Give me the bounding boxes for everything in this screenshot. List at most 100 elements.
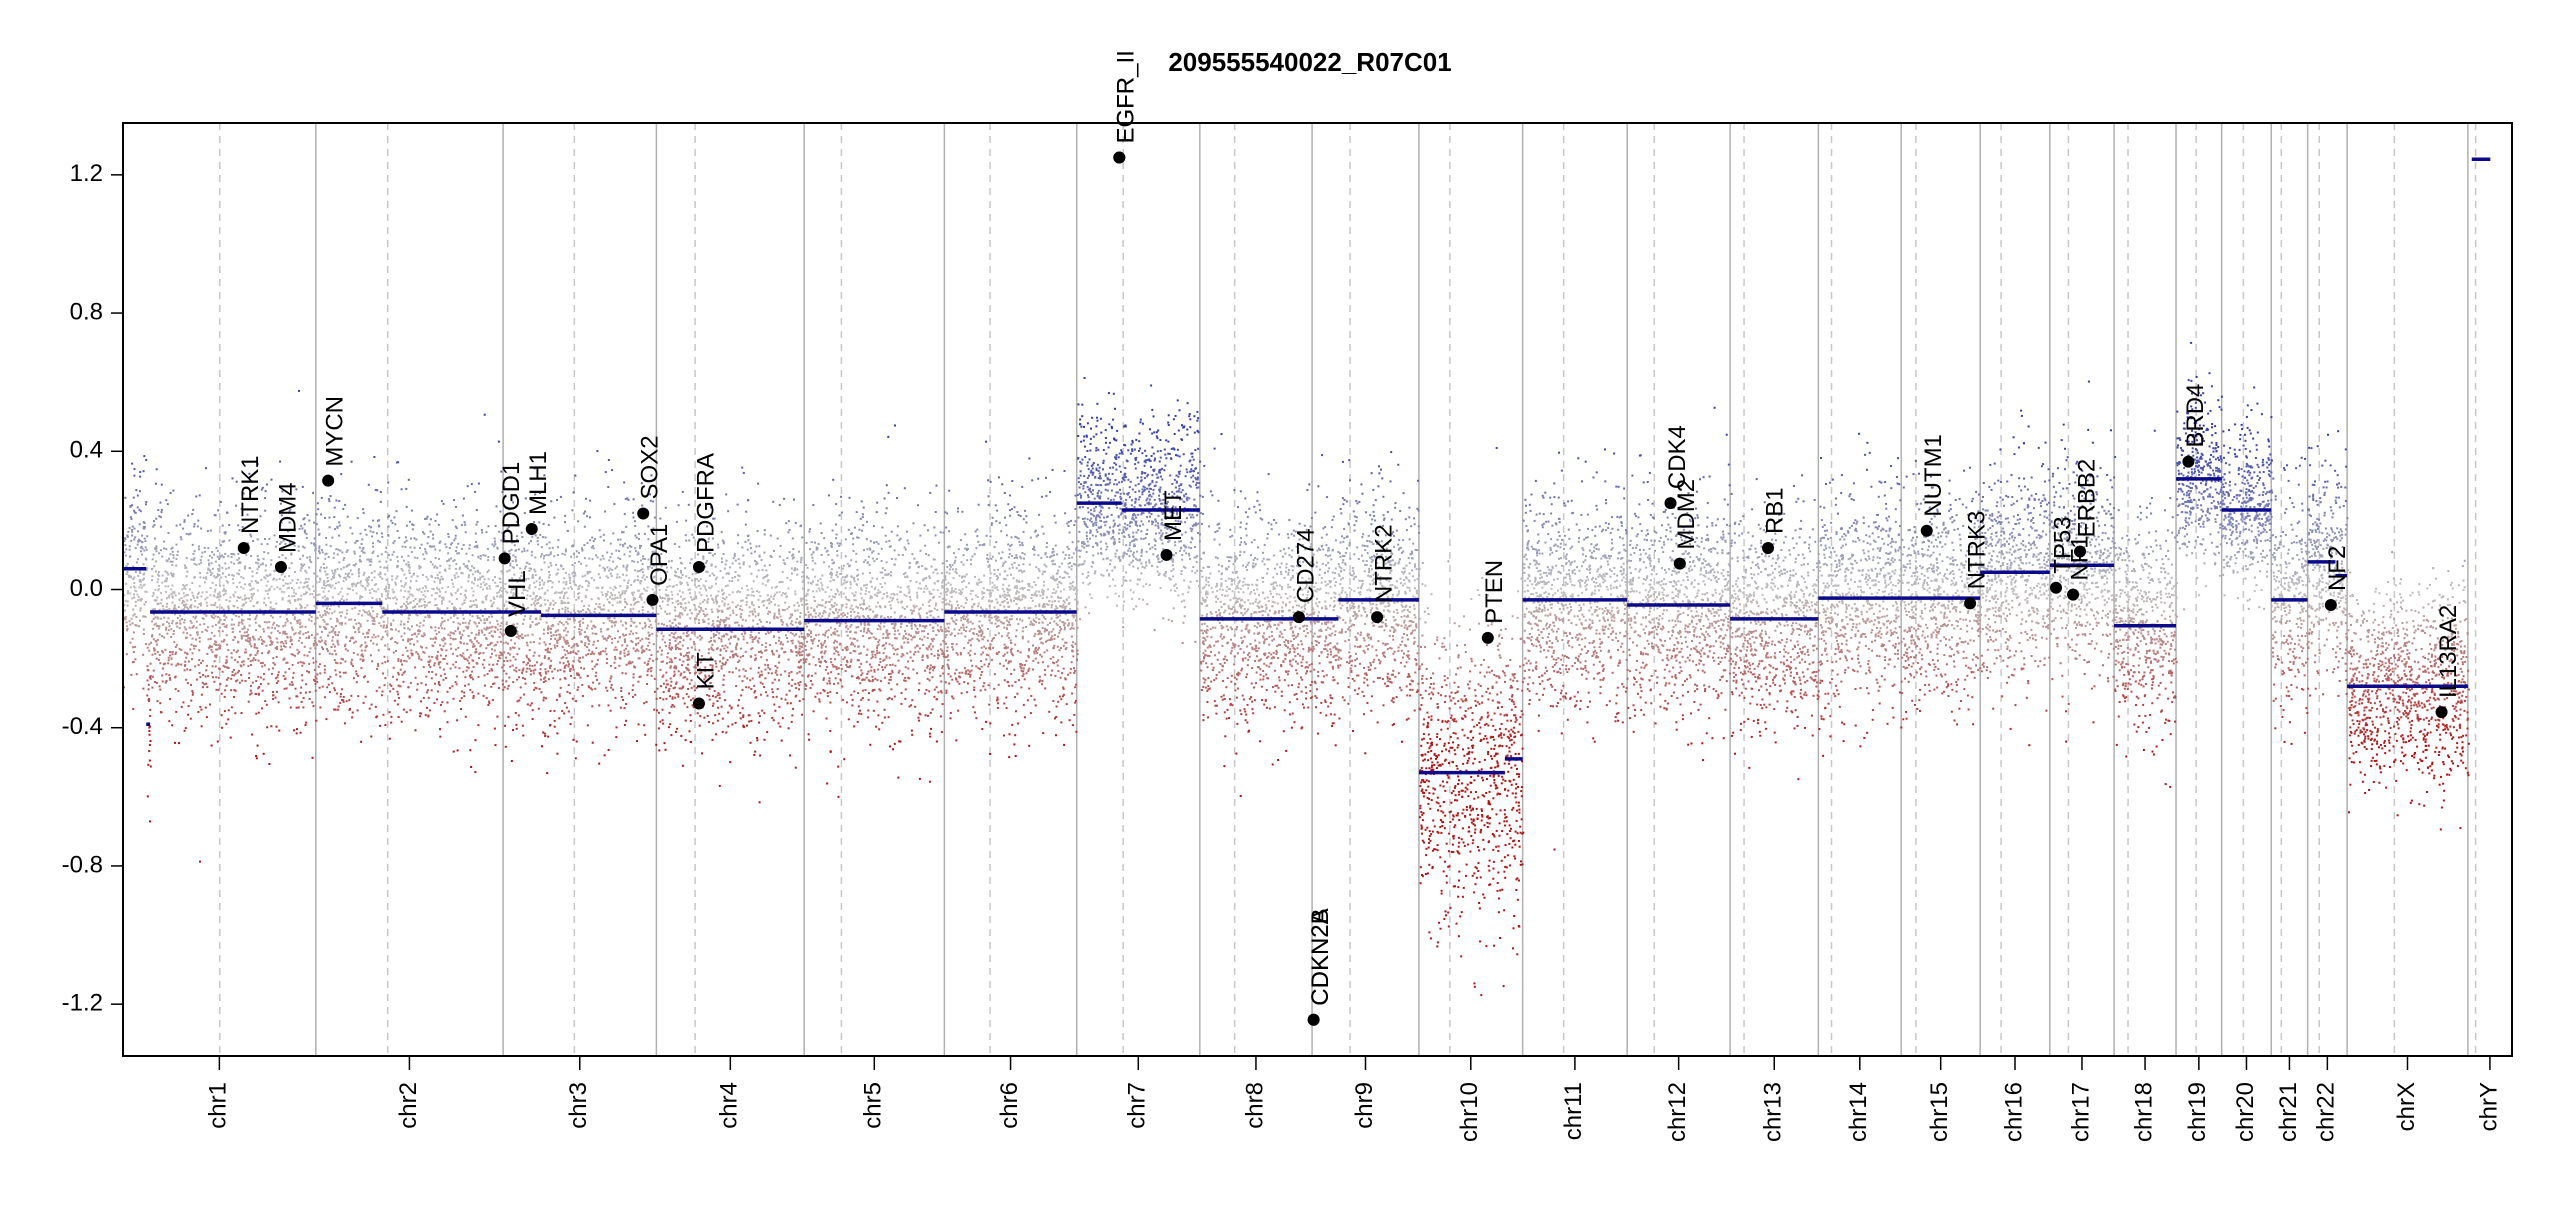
probe-point [562, 646, 564, 648]
probe-point [596, 679, 598, 681]
probe-point [470, 654, 472, 656]
probe-point [334, 611, 336, 613]
probe-point [559, 597, 561, 599]
probe-point [473, 583, 475, 585]
probe-point [338, 549, 340, 551]
probe-point [242, 628, 244, 630]
probe-point [487, 644, 489, 646]
probe-point [343, 566, 345, 568]
probe-point [189, 627, 191, 629]
probe-point [391, 629, 393, 631]
probe-point [401, 488, 403, 490]
probe-point [249, 618, 251, 620]
probe-point [148, 727, 150, 729]
probe-point [460, 638, 462, 640]
probe-point [132, 609, 134, 611]
probe-point [522, 637, 524, 639]
probe-point [248, 701, 250, 703]
probe-point [171, 593, 173, 595]
probe-point [550, 638, 552, 640]
probe-point [318, 546, 320, 548]
probe-point [441, 500, 443, 502]
probe-point [648, 626, 650, 628]
probe-point [801, 604, 803, 606]
probe-point [263, 551, 265, 553]
probe-point [232, 628, 234, 630]
probe-point [326, 718, 328, 720]
probe-point [567, 587, 569, 589]
probe-point [471, 565, 473, 567]
probe-point [291, 643, 293, 645]
probe-point [229, 600, 231, 602]
probe-point [317, 502, 319, 504]
probe-point [427, 536, 429, 538]
probe-point [669, 613, 671, 615]
probe-point [407, 640, 409, 642]
probe-point [159, 633, 161, 635]
probe-point [628, 499, 630, 501]
probe-point [524, 635, 526, 637]
probe-point [463, 630, 465, 632]
probe-point [228, 574, 230, 576]
probe-point [534, 669, 536, 671]
probe-point [623, 482, 625, 484]
probe-point [190, 620, 192, 622]
probe-point [331, 640, 333, 642]
probe-point [258, 566, 260, 568]
probe-point [348, 564, 350, 566]
probe-point [319, 641, 321, 643]
probe-point [168, 596, 170, 598]
probe-point [185, 594, 187, 596]
probe-point [487, 548, 489, 550]
probe-point [517, 700, 519, 702]
probe-point [490, 630, 492, 632]
probe-point [574, 677, 576, 679]
probe-point [450, 643, 452, 645]
probe-point [307, 631, 309, 633]
probe-point [194, 665, 196, 667]
probe-point [409, 614, 411, 616]
probe-point [159, 702, 161, 704]
probe-point [544, 735, 546, 737]
probe-point [684, 676, 686, 678]
probe-point [660, 597, 662, 599]
probe-point [526, 550, 528, 552]
probe-point [183, 632, 185, 634]
probe-point [148, 750, 150, 752]
probe-point [327, 573, 329, 575]
probe-point [202, 660, 204, 662]
probe-point [377, 555, 379, 557]
probe-point [346, 599, 348, 601]
probe-point [581, 549, 583, 551]
probe-point [679, 687, 681, 689]
probe-point [230, 689, 232, 691]
probe-point [184, 565, 186, 567]
probe-point [554, 668, 556, 670]
probe-point [493, 682, 495, 684]
probe-point [322, 648, 324, 650]
probe-point [630, 640, 632, 642]
probe-point [689, 609, 691, 611]
probe-point [196, 627, 198, 629]
probe-point [241, 635, 243, 637]
probe-point [486, 618, 488, 620]
probe-point [724, 624, 726, 626]
probe-point [267, 543, 269, 545]
probe-point [359, 555, 361, 557]
probe-point [455, 608, 457, 610]
probe-point [232, 578, 234, 580]
probe-point [452, 664, 454, 666]
probe-point [743, 563, 745, 565]
probe-point [373, 619, 375, 621]
probe-point [243, 626, 245, 628]
probe-point [184, 626, 186, 628]
probe-point [431, 671, 433, 673]
probe-point [543, 555, 545, 557]
probe-point [419, 622, 421, 624]
probe-point [493, 596, 495, 598]
probe-point [448, 536, 450, 538]
probe-point [216, 654, 218, 656]
probe-point [165, 570, 167, 572]
probe-point [312, 585, 314, 587]
probe-point [290, 707, 292, 709]
